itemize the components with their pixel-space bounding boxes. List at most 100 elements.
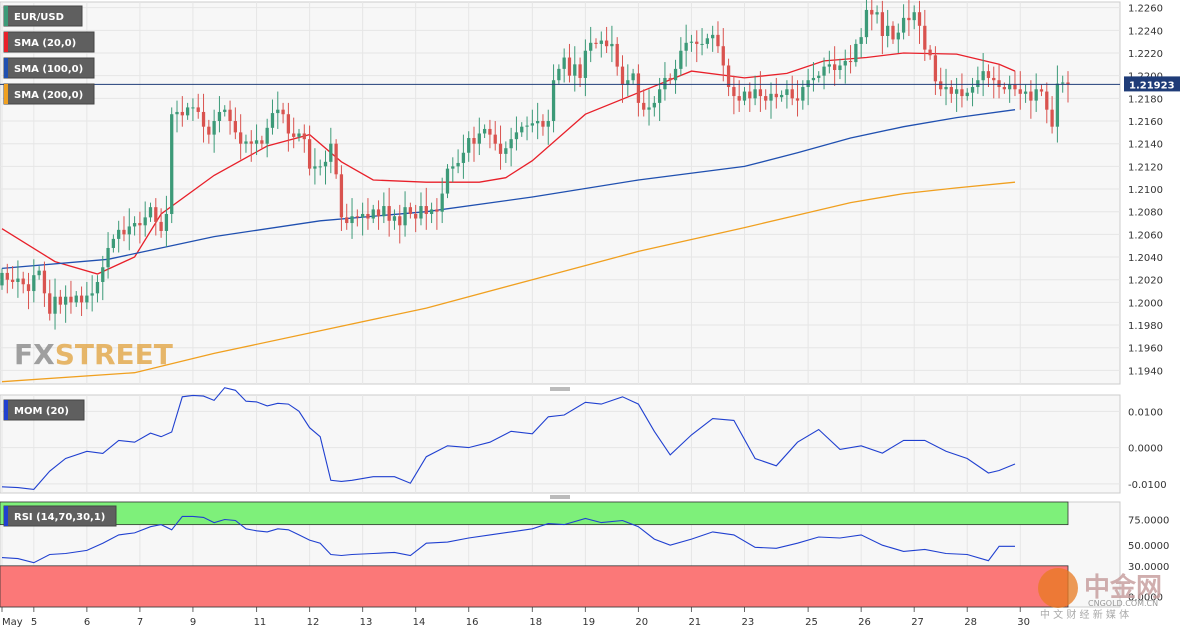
candle-body <box>345 217 349 224</box>
candle-body <box>403 207 407 226</box>
candle-body <box>1023 91 1028 94</box>
candle-body <box>551 80 556 122</box>
candle-body <box>472 138 476 144</box>
candle-body <box>981 71 985 81</box>
candle-body <box>159 221 163 231</box>
candle-body <box>286 114 291 134</box>
price-tag-bg <box>1124 76 1180 92</box>
candle-body <box>302 133 306 140</box>
candle-body <box>376 209 381 217</box>
candle-body <box>870 9 874 15</box>
candle-body <box>1034 89 1038 101</box>
time-tick-label: 21 <box>688 617 701 628</box>
candle-body <box>1045 91 1049 110</box>
candle-body <box>742 91 747 101</box>
candle-body <box>1008 84 1012 90</box>
price-tick-label: 1.2120 <box>1128 162 1163 173</box>
candle-body <box>949 87 953 94</box>
candle-body <box>85 295 89 303</box>
cngold-watermark: 中金网 <box>1084 572 1162 603</box>
candle-body <box>456 162 460 167</box>
candle-body <box>917 12 922 26</box>
candle-body <box>578 64 582 78</box>
candle-body <box>281 109 285 115</box>
candle-body <box>700 43 704 45</box>
candle-body <box>536 121 540 124</box>
candle-body <box>774 93 778 98</box>
time-tick-label: 11 <box>254 617 267 628</box>
candle-body <box>795 98 800 101</box>
candle-body <box>732 87 736 97</box>
time-tick-label: 28 <box>964 617 977 628</box>
candle-body <box>912 12 916 21</box>
time-tick-label: 5 <box>31 617 37 628</box>
legend-swatch <box>4 6 8 26</box>
candle-body <box>509 139 513 149</box>
candle-body <box>74 295 78 303</box>
candle-body <box>573 64 577 76</box>
candle-body <box>939 81 943 90</box>
candle-body <box>276 109 280 114</box>
candle-body <box>1002 87 1007 90</box>
candle-body <box>21 278 25 285</box>
candle-body <box>668 77 672 81</box>
candle-body <box>1018 89 1022 94</box>
rsi-oversold-zone <box>0 565 1069 608</box>
time-tick-label: 13 <box>360 617 373 628</box>
candle-body <box>557 68 561 81</box>
candle-body <box>414 213 418 219</box>
candle-body <box>992 77 996 81</box>
candle-body <box>689 41 694 43</box>
candle-body <box>101 267 105 282</box>
candle-body <box>748 91 752 99</box>
candle-body <box>827 64 831 67</box>
candle-body <box>37 270 41 276</box>
rsi-tick-label: 75.0000 <box>1128 516 1169 527</box>
candle-body <box>429 209 434 214</box>
rsi-tick-label: 50.0000 <box>1128 541 1169 552</box>
time-tick-label: 20 <box>635 617 648 628</box>
candle-body <box>875 12 879 15</box>
candle-body <box>976 80 980 88</box>
candle-body <box>329 143 333 162</box>
candle-body <box>387 206 391 221</box>
candle-body <box>933 55 938 82</box>
candle-body <box>493 134 497 144</box>
price-tick-label: 1.2000 <box>1128 298 1163 309</box>
candle-body <box>132 223 137 227</box>
candle-body <box>954 89 959 94</box>
candle-body <box>143 217 147 226</box>
candle-body <box>398 216 402 226</box>
candle-body <box>313 166 317 169</box>
candle-body <box>16 278 20 282</box>
legend-swatch <box>4 32 8 52</box>
price-tick-label: 1.2060 <box>1128 230 1163 241</box>
candle-body <box>42 270 47 294</box>
candle-body <box>1055 83 1060 127</box>
candle-body <box>567 57 572 76</box>
price-tick-label: 1.2240 <box>1128 26 1163 37</box>
candle-body <box>652 102 656 108</box>
candle-body <box>79 295 84 303</box>
cngold-watermark-foot: 中 文 财 经 新 媒 体 <box>1040 608 1129 621</box>
rsi-tick-label: 0.0000 <box>1128 593 1163 604</box>
candle-body <box>207 126 211 135</box>
candle-body <box>923 25 927 50</box>
candle-body <box>811 77 816 81</box>
candle-body <box>467 138 471 153</box>
sma-line-2 <box>1 181 1016 383</box>
rsi-line <box>1 515 1015 564</box>
time-tick-label: 19 <box>582 617 595 628</box>
legend-swatch <box>4 84 8 104</box>
mom-legend-swatch <box>4 400 8 420</box>
time-tick-label: 6 <box>84 617 90 628</box>
candle-body <box>769 93 773 101</box>
candle-body <box>583 50 588 78</box>
price-tick-label: 1.2140 <box>1128 140 1163 151</box>
candle-body <box>525 125 529 127</box>
candle-body <box>880 12 885 37</box>
candle-body <box>620 66 625 85</box>
time-tick-label: 26 <box>858 617 871 628</box>
candle-body <box>90 293 94 296</box>
time-tick-label: 12 <box>307 617 320 628</box>
